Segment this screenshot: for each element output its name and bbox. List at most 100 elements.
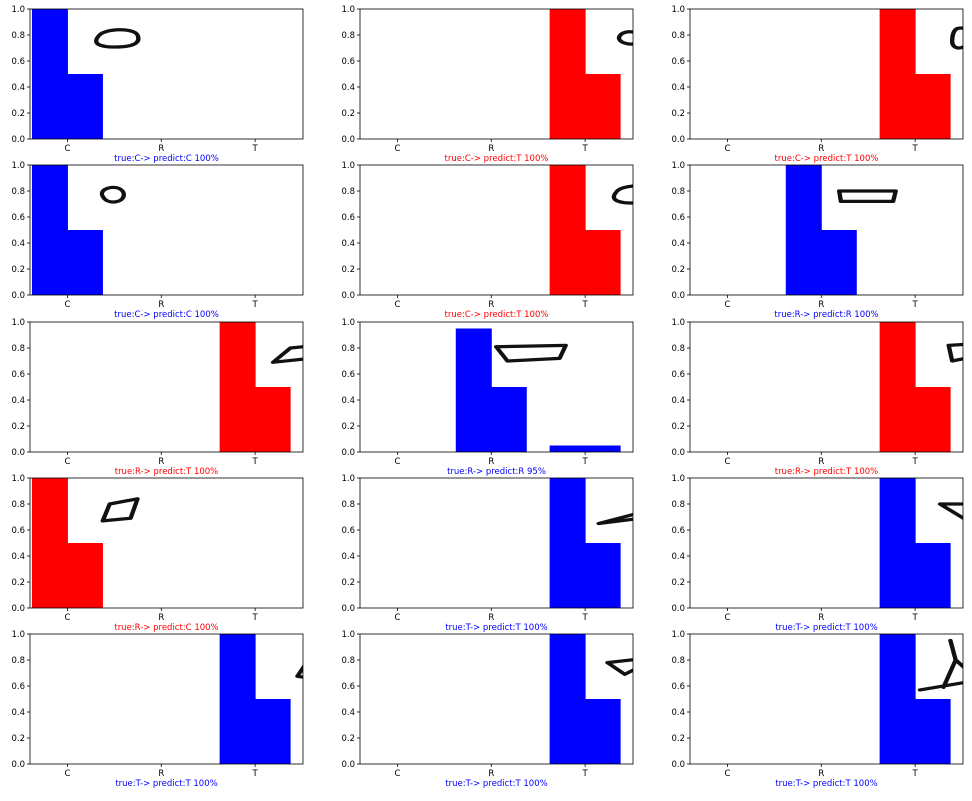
- y-tick-label: 0.4: [11, 552, 25, 562]
- sketch-image: [821, 165, 909, 230]
- y-tick-label: 0.2: [341, 109, 355, 119]
- x-tick-label: C: [394, 457, 400, 467]
- axes-frame: [29, 164, 304, 296]
- y-tick-label: 0.6: [671, 682, 685, 692]
- sketch-stroke: [949, 26, 963, 50]
- sketch-image: [585, 9, 633, 74]
- x-tick-label: T: [582, 300, 589, 310]
- x-tick-label: T: [252, 769, 259, 779]
- y-tick-label: 0.2: [11, 578, 25, 588]
- x-tick-label: C: [724, 769, 730, 779]
- y-tick-label: 0.6: [671, 213, 685, 223]
- axes-frame: [29, 321, 304, 453]
- x-tick-label: T: [252, 300, 259, 310]
- x-tick-label: R: [158, 769, 164, 779]
- x-tick-label: T: [912, 613, 919, 623]
- x-tick-label: C: [394, 769, 400, 779]
- y-tick-label: 0.8: [11, 187, 25, 197]
- y-tick-label: 0.4: [341, 239, 355, 249]
- y-tick-label: 1.0: [11, 161, 25, 171]
- y-tick-label: 0.6: [341, 57, 355, 67]
- prediction-caption: true:R-> predict:R 95%: [447, 467, 546, 477]
- sketch-image: [67, 478, 155, 543]
- y-tick-label: 1.0: [671, 630, 685, 640]
- y-tick-label: 0.6: [341, 526, 355, 536]
- y-tick-label: 0.0: [671, 760, 685, 770]
- axes-frame: [29, 477, 304, 609]
- y-tick-label: 0.8: [11, 344, 25, 354]
- x-tick-label: R: [488, 300, 494, 310]
- axes-frame: [359, 321, 634, 453]
- prediction-caption: true:R-> predict:T 100%: [115, 467, 219, 477]
- sketch-image: [67, 9, 155, 74]
- x-tick-label: T: [912, 457, 919, 467]
- y-tick-label: 0.0: [671, 604, 685, 614]
- x-tick-label: T: [582, 769, 589, 779]
- y-tick-label: 0.2: [671, 265, 685, 275]
- y-tick-label: 0.6: [11, 213, 25, 223]
- y-tick-label: 1.0: [341, 630, 355, 640]
- prediction-caption: true:T-> predict:T 100%: [445, 779, 547, 789]
- y-tick-label: 1.0: [11, 630, 25, 640]
- y-tick-label: 0.4: [11, 83, 25, 93]
- y-tick-label: 0.8: [671, 31, 685, 41]
- axes-frame: [29, 633, 304, 765]
- y-tick-label: 0.8: [671, 656, 685, 666]
- prediction-caption: true:C-> predict:T 100%: [445, 310, 549, 320]
- y-tick-label: 0.0: [11, 760, 25, 770]
- x-tick-label: T: [582, 613, 589, 623]
- y-tick-label: 0.6: [11, 57, 25, 67]
- y-tick-label: 0.0: [671, 291, 685, 301]
- y-tick-label: 0.0: [11, 448, 25, 458]
- x-tick-label: R: [818, 613, 824, 623]
- y-tick-label: 0.2: [671, 109, 685, 119]
- y-tick-label: 0.8: [11, 500, 25, 510]
- y-tick-label: 1.0: [11, 5, 25, 15]
- x-tick-label: R: [818, 769, 824, 779]
- y-tick-label: 0.4: [671, 708, 685, 718]
- x-tick-label: R: [818, 144, 824, 154]
- y-tick-label: 0.6: [341, 370, 355, 380]
- x-tick-label: R: [818, 457, 824, 467]
- bar-T: [549, 445, 621, 452]
- x-tick-label: T: [582, 144, 589, 154]
- axes-frame: [689, 633, 964, 765]
- sketch-image: [915, 9, 963, 74]
- y-tick-label: 0.6: [11, 682, 25, 692]
- sketch-stroke: [596, 512, 633, 526]
- axes-frame: [359, 633, 634, 765]
- x-tick-label: T: [252, 613, 259, 623]
- sketch-stroke: [937, 502, 963, 520]
- y-tick-label: 0.6: [341, 682, 355, 692]
- sketch-image: [491, 322, 579, 387]
- y-tick-label: 0.8: [341, 344, 355, 354]
- sketch-stroke: [270, 345, 303, 364]
- y-tick-label: 0.8: [11, 656, 25, 666]
- axes-frame: [689, 8, 964, 140]
- sketch-stroke: [837, 189, 898, 204]
- y-tick-label: 0.0: [671, 448, 685, 458]
- x-tick-label: T: [912, 769, 919, 779]
- sketch-image: [915, 478, 963, 543]
- x-tick-label: R: [158, 613, 164, 623]
- y-tick-label: 0.8: [341, 500, 355, 510]
- sketch-image: [585, 478, 633, 543]
- x-tick-label: R: [158, 300, 164, 310]
- sketch-stroke: [295, 664, 303, 679]
- x-tick-label: T: [582, 457, 589, 467]
- sketch-stroke: [99, 185, 126, 204]
- x-tick-label: C: [394, 144, 400, 154]
- y-tick-label: 0.6: [671, 526, 685, 536]
- prediction-caption: true:C-> predict:T 100%: [775, 154, 879, 164]
- y-tick-label: 0.2: [11, 109, 25, 119]
- y-tick-label: 0.2: [671, 734, 685, 744]
